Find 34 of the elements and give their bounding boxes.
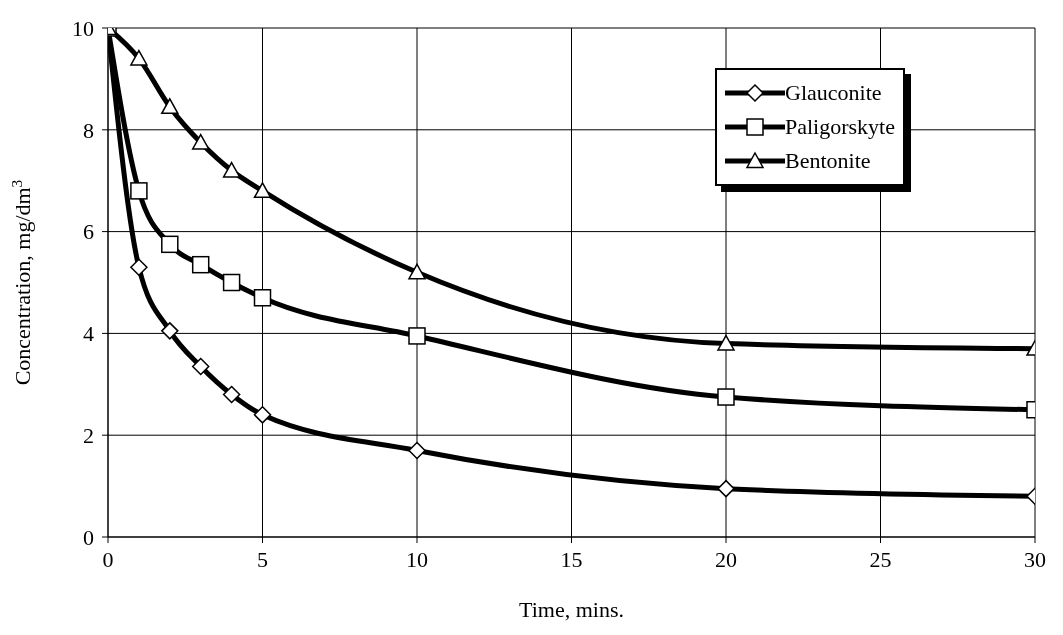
x-tick-label: 0 [102, 546, 114, 572]
point [191, 255, 210, 274]
legend-label: Glauconite [785, 80, 882, 106]
point [161, 322, 179, 340]
point [408, 327, 426, 345]
x-tick-label: 20 [715, 546, 737, 572]
y-tick-label: 6 [83, 219, 94, 245]
point [222, 161, 241, 178]
point [408, 441, 426, 460]
point [253, 289, 272, 307]
legend-label: Bentonite [785, 148, 871, 174]
point [130, 182, 148, 200]
y-tick-label: 4 [83, 321, 94, 347]
y-tick-label: 2 [83, 423, 94, 449]
point [253, 406, 272, 424]
point [408, 263, 426, 280]
point [130, 49, 148, 66]
y-tick-label: 10 [72, 15, 94, 41]
x-tick-label: 25 [869, 546, 892, 572]
x-tick-label: 15 [560, 546, 583, 572]
legend-label: Paligorskyte [785, 114, 895, 140]
x-axis-title: Time, mins. [519, 597, 624, 622]
y-tick-label: 8 [83, 117, 94, 143]
x-tick-label: 30 [1024, 546, 1046, 572]
point [222, 273, 241, 292]
x-tick-label: 10 [406, 546, 428, 572]
y-tick-label: 0 [83, 524, 94, 550]
point [191, 357, 210, 376]
point [253, 182, 272, 199]
point [130, 258, 148, 276]
point [161, 235, 179, 254]
point [191, 133, 210, 150]
x-tick-label: 5 [257, 546, 268, 572]
point [161, 98, 179, 115]
